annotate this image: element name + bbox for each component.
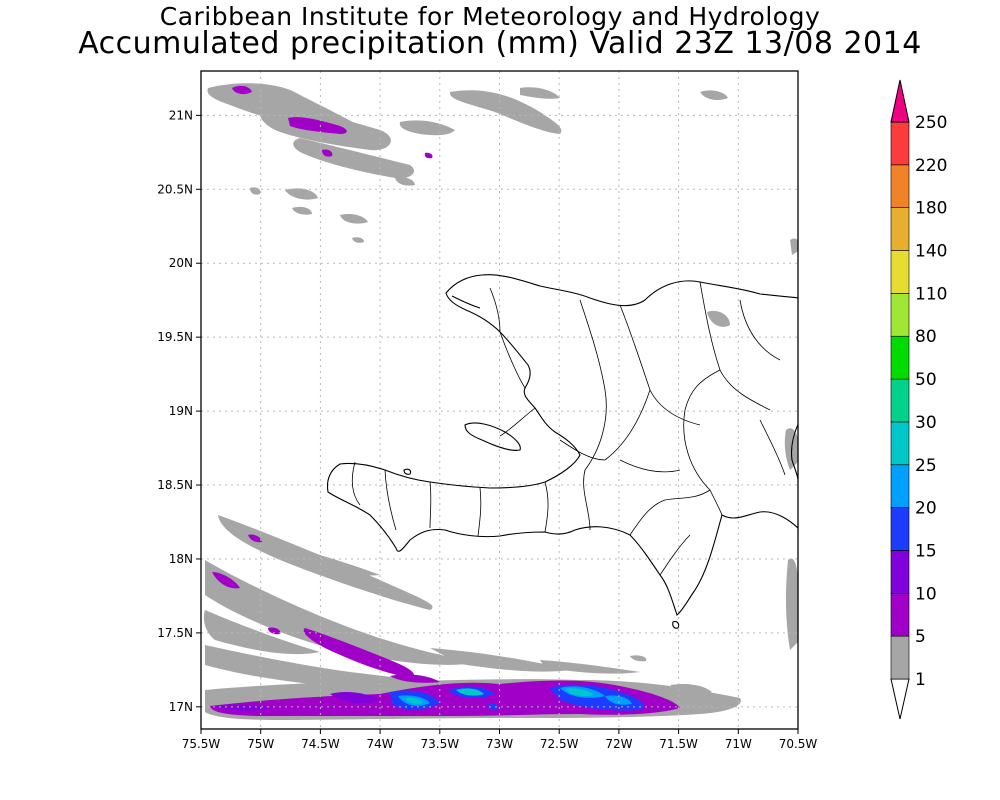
colorbar-swatch — [890, 207, 910, 251]
lat-tick-label: 18.5N — [157, 478, 193, 492]
colorbar-swatch — [890, 164, 910, 208]
colorbar-swatch — [890, 593, 910, 637]
lon-tick-label: 72.5W — [540, 737, 579, 751]
map-grid — [201, 71, 798, 729]
colorbar-swatch — [890, 507, 910, 551]
colorbar-label: 15 — [915, 541, 937, 561]
colorbar-min-triangle — [890, 678, 910, 720]
lon-tick-label: 72W — [605, 737, 632, 751]
colorbar-swatch — [890, 293, 910, 337]
colorbar-swatch — [890, 250, 910, 294]
colorbar-label: 250 — [915, 113, 947, 133]
colorbar-label: 140 — [915, 242, 947, 262]
colorbar-swatch — [890, 550, 910, 594]
colorbar-label: 180 — [915, 199, 947, 219]
longitude-labels: 75.5W 75W 74.5W 74W 73.5W 73W 72.5W 72W 71.5W 71W… — [182, 729, 818, 751]
lat-tick-label: 21N — [169, 108, 193, 122]
lon-tick-label: 71W — [725, 737, 752, 751]
lon-tick-label: 75.5W — [182, 737, 221, 751]
colorbar-label: 80 — [915, 327, 937, 347]
colorbar-label: 30 — [915, 413, 937, 433]
coastlines — [326, 274, 798, 629]
colorbar-swatch — [890, 421, 910, 466]
lat-tick-label: 17N — [169, 700, 193, 714]
lon-tick-label: 75W — [247, 737, 274, 751]
colorbar-label: 5 — [915, 627, 926, 647]
colorbar-label: 220 — [915, 156, 947, 176]
colorbar-label: 20 — [915, 499, 937, 519]
lat-tick-label: 19N — [169, 404, 193, 418]
lon-tick-label: 73W — [486, 737, 513, 751]
colorbar-swatch — [890, 121, 910, 166]
precipitation-layer — [203, 83, 798, 720]
lat-tick-label: 20N — [169, 256, 193, 270]
colorbar-max-triangle — [890, 79, 910, 123]
lon-tick-label: 71.5W — [659, 737, 698, 751]
colorbar-swatch — [890, 378, 910, 423]
colorbar-swatch — [890, 635, 910, 680]
latitude-labels: 17N 17.5N 18N 18.5N 19N 19.5N 20N 20.5N 21N — [157, 108, 201, 714]
colorbar-swatch — [890, 335, 910, 380]
lon-tick-label: 70.5W — [779, 737, 818, 751]
lat-tick-label: 17.5N — [157, 626, 193, 640]
lat-tick-label: 18N — [169, 552, 193, 566]
lon-tick-label: 73.5W — [421, 737, 460, 751]
colorbar-swatch — [890, 464, 910, 508]
lon-tick-label: 74.5W — [301, 737, 340, 751]
colorbar-label: 110 — [915, 284, 947, 304]
lat-tick-label: 19.5N — [157, 330, 193, 344]
lon-tick-label: 74W — [367, 737, 394, 751]
colorbar-label: 50 — [915, 370, 937, 390]
lat-tick-label: 20.5N — [157, 182, 193, 196]
colorbar-label: 25 — [915, 456, 937, 476]
admin-boundaries — [351, 281, 786, 576]
colorbar-label: 1 — [915, 670, 926, 690]
chart-title: Caribbean Institute for Meteorology and … — [159, 2, 821, 31]
chart-subtitle: Accumulated precipitation (mm) Valid 23Z… — [78, 26, 922, 61]
colorbar-label: 10 — [915, 584, 937, 604]
